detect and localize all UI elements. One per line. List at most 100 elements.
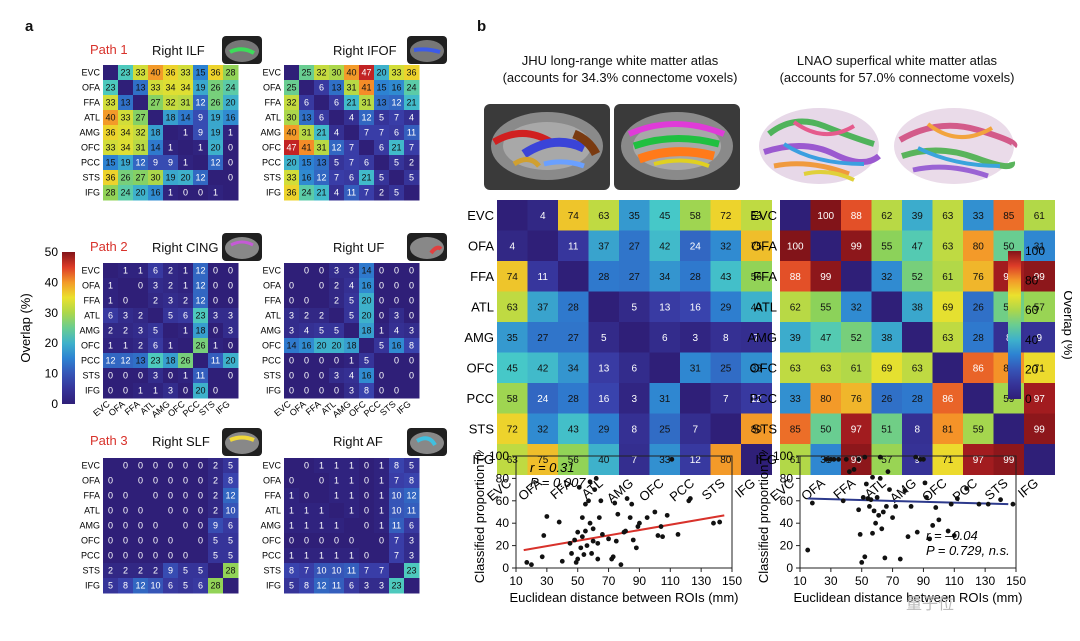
heatmap-cell — [389, 278, 405, 294]
heatmap-cell — [389, 368, 405, 384]
cell-value: 0 — [213, 281, 218, 291]
cell-value: 1 — [304, 506, 309, 516]
cell-value: 99 — [851, 241, 863, 252]
heatmap-cell — [284, 353, 300, 369]
heatmap-cell — [780, 291, 811, 323]
cell-value: 29 — [720, 302, 732, 313]
scatter-point — [669, 456, 675, 462]
cell-value: 23 — [391, 581, 401, 591]
cell-value: 10 — [391, 506, 401, 516]
heatmap-cell — [389, 170, 405, 186]
cell-value: 0 — [379, 296, 384, 306]
cell-value: 0 — [138, 476, 143, 486]
cell-value: 7 — [394, 476, 399, 486]
heatmap-cell — [710, 383, 742, 414]
scatter-point — [905, 534, 911, 540]
cell-value: 63 — [820, 363, 832, 374]
heatmap-cell — [284, 578, 300, 594]
heatmap-cell — [680, 230, 711, 262]
row-label: FFA — [83, 296, 100, 306]
cell-value: 1 — [289, 521, 294, 531]
cell-value: 1 — [334, 551, 339, 561]
heatmap-cell — [359, 518, 375, 534]
heatmap-cell — [359, 140, 375, 156]
cell-value: 31 — [346, 83, 356, 93]
scatter-point — [600, 532, 605, 537]
heatmap-cell — [932, 261, 964, 292]
x-tick-label: 150 — [1006, 574, 1026, 588]
scatter-point — [569, 551, 574, 556]
heatmap-cell — [118, 548, 134, 564]
scatter-point — [863, 481, 869, 487]
cell-value: 0 — [228, 266, 233, 276]
cell-value: 5 — [213, 551, 218, 561]
cell-value: 0 — [183, 491, 188, 501]
heatmap-cell — [223, 383, 239, 399]
cell-value: 58 — [690, 211, 702, 222]
cell-value: 31 — [135, 143, 145, 153]
cell-value: 21 — [346, 98, 356, 108]
heatmap-right-ilf: EVC OFA FFA ATL AMG OFC PCC STS IFG 23 33 40 36 33 15 3… — [75, 65, 242, 209]
cell-value: 23 — [195, 311, 205, 321]
colorbar-tick: 40 — [1025, 333, 1039, 347]
heatmap-cell — [314, 185, 330, 201]
cell-value: 14 — [361, 266, 371, 276]
x-axis-label: Euclidean distance between ROIs (mm) — [793, 590, 1022, 605]
cell-value: 2 — [213, 476, 218, 486]
heatmap-cell — [344, 353, 360, 369]
heatmap-cell — [118, 458, 134, 474]
heatmap-cell — [284, 383, 300, 399]
cell-value: 97 — [973, 455, 985, 466]
cell-value: 2 — [379, 188, 384, 198]
cell-value: 1 — [198, 143, 203, 153]
heatmap-cell — [223, 95, 239, 111]
cell-value: 0 — [213, 386, 218, 396]
cell-value: 50 — [820, 424, 832, 435]
heatmap-cell — [103, 65, 119, 81]
cell-value: 1 — [183, 371, 188, 381]
heatmap-cell — [527, 322, 559, 353]
cell-value: 1 — [183, 128, 188, 138]
heatmap-cell — [314, 383, 330, 399]
cell-value: 25 — [286, 83, 296, 93]
x-tick-label: 110 — [945, 574, 964, 588]
cell-value: 9 — [168, 566, 173, 576]
heatmap-cell — [314, 548, 330, 564]
scatter-point — [590, 526, 596, 532]
heatmap-cell — [148, 293, 164, 309]
heatmap-cell — [649, 383, 681, 414]
colorbar-gradient — [1008, 251, 1021, 399]
jhu-brain-image-right — [614, 104, 740, 190]
cell-value: 33 — [391, 68, 401, 78]
cell-value: 16 — [690, 302, 702, 313]
heatmap-cell — [163, 170, 179, 186]
cell-value: 88 — [790, 272, 802, 283]
cell-value: 0 — [394, 386, 399, 396]
scatter-point — [658, 524, 664, 529]
cell-value: 23 — [150, 356, 160, 366]
watermark: 量子位 — [906, 596, 955, 613]
cell-value: 10 — [331, 566, 341, 576]
cell-value: 4 — [349, 371, 354, 381]
cell-value: 59 — [1003, 394, 1015, 405]
heatmap-cell — [359, 80, 375, 96]
cell-value: 8 — [409, 341, 414, 351]
heatmap-cell — [374, 503, 390, 519]
heatmap-cell — [299, 140, 315, 156]
row-label: AMG — [260, 521, 281, 531]
cell-value: 20 — [316, 341, 326, 351]
heatmap-cell — [103, 353, 119, 369]
cell-value: 3 — [349, 266, 354, 276]
heatmap-cell — [902, 413, 933, 445]
heatmap-cell — [284, 110, 300, 126]
row-label: AMG — [79, 128, 100, 138]
heatmap-cell — [344, 263, 360, 279]
row-label: OFC — [81, 143, 100, 153]
cell-value: 5 — [108, 581, 113, 591]
heatmap-cell — [497, 200, 528, 231]
heatmap-cell — [329, 80, 345, 96]
cell-value: 24 — [406, 83, 416, 93]
heatmap-cell — [284, 518, 300, 534]
heatmap-cell — [374, 518, 390, 534]
cell-value: 0 — [409, 311, 414, 321]
